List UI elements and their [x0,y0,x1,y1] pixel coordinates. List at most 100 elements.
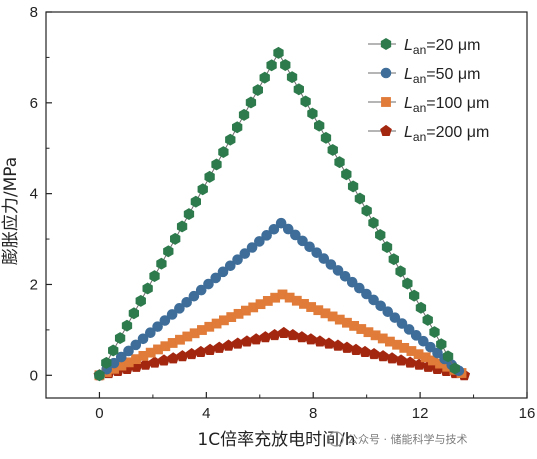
data-point-0-29 [293,83,304,96]
data-point-0-7 [142,282,153,295]
data-point-0-44 [395,265,406,278]
data-point-0-15 [197,183,208,196]
data-point-1-31 [318,253,330,264]
data-point-3-33 [395,354,407,366]
data-point-0-9 [156,257,167,270]
data-point-0-22 [245,96,257,109]
data-point-1-17 [217,266,229,278]
data-point-0-36 [341,168,352,181]
legend: Lan=20 μm Lan=50 μm Lan=100 μm Lan=200 μm [368,37,489,144]
data-point-1-14 [195,284,207,296]
y-axis-title: 膨胀应力/MPa [1,157,21,265]
data-point-1-43 [403,324,415,335]
data-point-0-27 [280,59,291,71]
data-point-0-32 [314,119,325,132]
data-point-3-25 [323,337,335,349]
data-point-0-40 [368,216,379,229]
legend-marker-2 [381,97,391,107]
data-point-0-52 [449,362,461,375]
legend-label-1: Lan=50 μm [404,66,480,86]
data-point-1-10 [166,309,178,320]
data-point-1-34 [339,270,351,282]
x-tick-label-2: 8 [309,405,317,422]
data-point-3-21 [286,328,299,341]
x-tick-label-4: 16 [519,405,536,422]
data-point-0-23 [252,84,263,97]
wechat-icon [328,431,344,447]
data-point-0-0 [94,369,105,382]
data-point-0-19 [225,133,236,146]
data-point-3-22 [295,331,308,343]
data-point-0-16 [204,170,215,183]
data-point-0-5 [128,307,140,320]
data-point-3-24 [314,335,326,347]
legend-marker-0 [380,38,392,50]
data-point-1-27 [290,229,301,241]
data-point-1-6 [137,333,149,345]
legend-label-2: Lan=100 μm [404,95,489,115]
data-point-1-28 [297,235,308,247]
data-point-1-19 [232,254,243,265]
data-point-1-42 [396,318,408,329]
data-point-1-40 [382,306,394,318]
data-point-0-39 [361,204,372,217]
data-point-0-43 [388,253,399,266]
data-point-1-44 [410,330,422,341]
data-point-3-32 [386,352,398,364]
data-point-1-35 [346,276,358,288]
data-point-1-3 [115,351,127,363]
data-point-0-25 [266,59,277,72]
data-point-1-18 [224,260,236,272]
ticks-layer: 0 4 8 12 16 0 2 4 6 8 [30,4,536,422]
data-point-0-26 [273,46,284,59]
series-2 [94,289,467,381]
data-point-1-25 [275,217,287,229]
data-point-1-8 [152,321,163,332]
data-point-0-33 [320,131,332,144]
data-point-1-12 [181,296,192,308]
data-point-3-30 [368,348,380,360]
data-point-1-41 [389,312,401,323]
legend-marker-3 [380,124,392,136]
y-tick-label-3: 6 [30,95,38,112]
legend-label-0: Lan=20 μm [404,37,480,57]
data-point-1-5 [130,339,142,351]
data-point-0-47 [415,301,427,314]
data-point-0-10 [163,245,174,258]
data-point-1-30 [311,247,322,258]
data-point-1-23 [261,230,272,241]
data-point-0-28 [286,71,298,84]
data-point-0-17 [211,158,222,171]
y-tick-label-0: 0 [30,367,38,384]
y-tick-label-2: 4 [30,186,38,203]
data-point-0-3 [114,332,126,345]
data-point-0-34 [327,144,338,156]
data-point-1-4 [123,345,134,357]
data-point-1-33 [332,265,344,276]
data-point-1-37 [361,288,372,300]
data-point-0-35 [334,156,345,169]
data-point-0-18 [218,146,229,159]
data-point-0-21 [238,108,250,121]
data-point-1-16 [210,272,222,284]
data-point-0-31 [307,107,318,120]
data-point-1-22 [254,236,265,247]
x-axis-title: 1C倍率充放电时间/h [197,430,355,450]
data-point-0-12 [176,220,188,233]
data-point-0-48 [422,313,433,326]
y-tick-label-1: 2 [30,276,38,293]
data-point-1-24 [268,223,280,235]
legend-marker-1 [380,67,392,79]
data-point-1-29 [304,241,315,253]
data-point-1-36 [354,282,365,294]
data-point-1-45 [418,335,429,347]
data-point-3-29 [359,345,371,358]
data-point-0-24 [259,71,270,84]
data-point-1-46 [425,341,436,353]
data-point-1-20 [239,248,251,259]
data-point-0-8 [149,270,160,283]
data-point-0-30 [300,95,311,108]
data-point-0-42 [381,241,393,254]
data-point-0-38 [354,192,366,205]
legend-item-2: Lan=100 μm [368,95,489,115]
